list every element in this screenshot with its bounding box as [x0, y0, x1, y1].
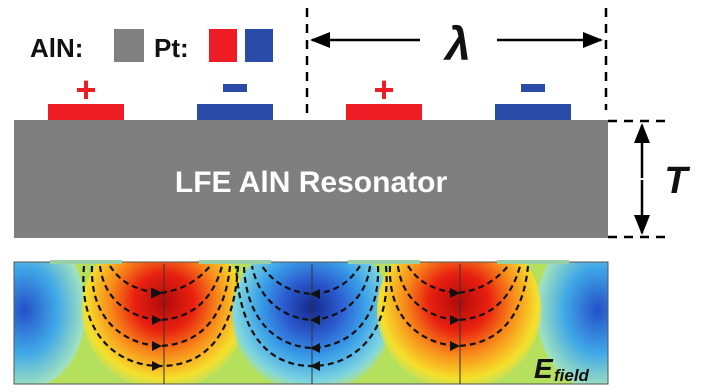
field-arrows-group-2 [310, 289, 320, 371]
field-line [98, 265, 224, 322]
electrode-4-bar [495, 104, 571, 120]
field-edge-right [536, 262, 608, 384]
electrode-4: − [495, 84, 571, 120]
field-arrow [152, 361, 162, 371]
field-edge-left [14, 262, 86, 384]
field-line [407, 265, 509, 295]
field-line [242, 265, 380, 350]
field-arrow [310, 343, 320, 353]
field-map: E field [13, 260, 609, 385]
field-electrode-footprint [50, 260, 122, 264]
field-lines-group-3 [388, 265, 530, 348]
field-arrow [310, 289, 320, 299]
aln-legend-label: AlN: [30, 33, 83, 63]
field-line [396, 265, 522, 322]
electrode-3: + [346, 69, 422, 120]
pt-positive-swatch [209, 29, 237, 62]
field-electrode-footprint [348, 260, 420, 264]
electrode-1-bar [48, 104, 124, 120]
field-electrode-footprint [497, 260, 569, 264]
field-arrow [152, 341, 162, 351]
field-label-sub: field [554, 366, 590, 385]
pt-negative-swatch [245, 29, 273, 62]
field-border [13, 261, 609, 385]
field-arrows-group-1 [152, 288, 162, 371]
electrode-3-bar [346, 104, 422, 120]
electrode-3-sign: + [373, 69, 394, 110]
field-arrow [450, 288, 460, 298]
field-arrows-group-3 [450, 288, 460, 351]
field-label-main: E [534, 353, 554, 384]
field-line [388, 265, 530, 348]
field-electrode-footprint [199, 260, 271, 264]
field-lobe-hot-2 [377, 262, 541, 384]
electrode-1-sign: + [75, 69, 96, 110]
electrode-4-sign-mark [521, 84, 545, 92]
field-arrow [450, 315, 460, 325]
field-arrow [310, 315, 320, 325]
electrode-2-bar [197, 104, 273, 120]
electrode-1: + [48, 69, 124, 120]
electrode-2: − [197, 84, 273, 120]
field-arrow [152, 288, 162, 298]
wavelength-symbol: λ [442, 18, 471, 70]
pt-legend-label: Pt: [154, 33, 189, 63]
field-line [109, 265, 211, 299]
resonator-label: LFE AlN Resonator [175, 166, 448, 199]
field-arrow [450, 341, 460, 351]
field-line [261, 265, 361, 296]
aln-legend-swatch [114, 29, 144, 62]
field-line [90, 265, 232, 348]
field-arrow [310, 361, 320, 371]
aln-substrate [14, 120, 608, 238]
thickness-symbol: T [664, 160, 690, 202]
field-arrow [152, 315, 162, 325]
electrode-2-sign-mark [223, 84, 247, 92]
